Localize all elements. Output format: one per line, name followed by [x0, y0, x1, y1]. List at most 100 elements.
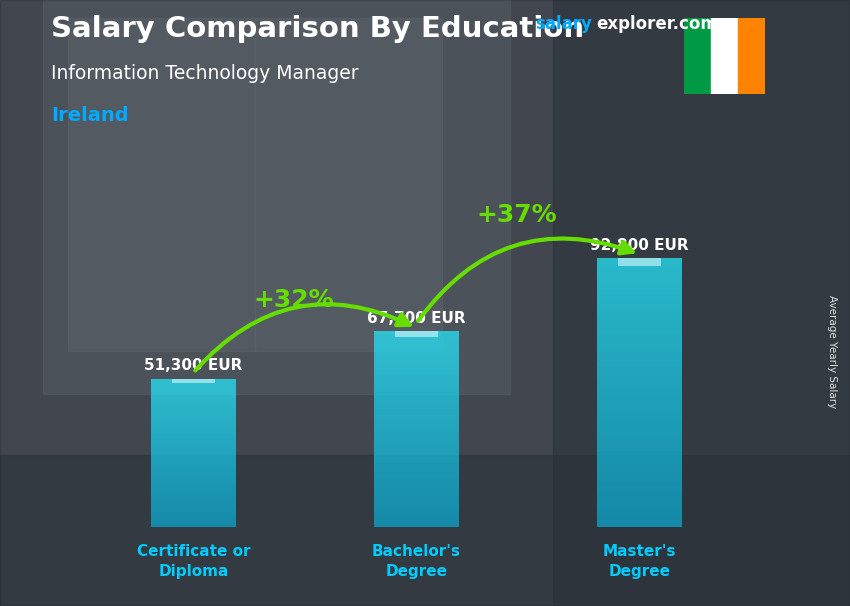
Bar [374, 384, 459, 387]
Bar [374, 400, 459, 403]
Bar [598, 469, 682, 473]
Bar [151, 384, 235, 386]
Bar [151, 423, 235, 425]
Bar [151, 505, 235, 507]
Bar [374, 445, 459, 448]
Bar [598, 491, 682, 496]
Bar [598, 402, 682, 406]
Bar [598, 473, 682, 478]
Bar [151, 495, 235, 498]
Bar [151, 470, 235, 473]
Bar [598, 487, 682, 491]
Bar [598, 276, 682, 281]
Text: +37%: +37% [477, 203, 558, 227]
Bar [598, 464, 682, 469]
Text: salary: salary [536, 15, 592, 33]
Bar [151, 498, 235, 500]
Bar [374, 429, 459, 433]
Text: explorer.com: explorer.com [597, 15, 718, 33]
Bar [374, 335, 459, 338]
Bar [598, 290, 682, 294]
Bar [598, 370, 682, 375]
Bar [151, 421, 235, 423]
Bar [598, 505, 682, 509]
Bar [151, 388, 235, 391]
Bar [151, 441, 235, 443]
Bar [151, 450, 235, 453]
Bar [374, 481, 459, 485]
Text: 92,800 EUR: 92,800 EUR [590, 238, 689, 253]
Bar [151, 465, 235, 468]
Bar [374, 422, 459, 426]
Bar [151, 416, 235, 418]
Bar [151, 502, 235, 505]
Bar [598, 285, 682, 290]
Text: Information Technology Manager: Information Technology Manager [51, 64, 359, 82]
Bar [374, 511, 459, 514]
Bar [374, 396, 459, 400]
Bar [151, 413, 235, 416]
Bar [151, 443, 235, 445]
Bar [151, 518, 235, 520]
Bar [374, 380, 459, 384]
Bar [151, 438, 235, 441]
Bar [598, 478, 682, 482]
Bar [619, 258, 660, 266]
Bar [374, 455, 459, 459]
Bar [151, 455, 235, 458]
Bar [598, 267, 682, 271]
Bar [374, 351, 459, 354]
Bar [374, 465, 459, 468]
Bar [598, 308, 682, 312]
Text: Salary Comparison By Education: Salary Comparison By Education [51, 15, 584, 43]
Bar [151, 398, 235, 401]
Bar [598, 299, 682, 303]
Bar [374, 521, 459, 524]
Bar [374, 448, 459, 452]
Bar [151, 401, 235, 404]
Bar [374, 436, 459, 439]
Bar [151, 475, 235, 478]
Bar [374, 504, 459, 508]
Bar [151, 386, 235, 388]
Bar [151, 510, 235, 512]
Bar [598, 379, 682, 384]
Bar [151, 525, 235, 527]
Bar [598, 460, 682, 464]
Bar [598, 271, 682, 276]
Bar [151, 396, 235, 398]
Bar [374, 347, 459, 351]
Bar [598, 263, 682, 267]
Bar [374, 501, 459, 504]
Bar [151, 482, 235, 485]
Text: 67,700 EUR: 67,700 EUR [367, 311, 466, 326]
Bar [598, 375, 682, 379]
Bar [374, 452, 459, 455]
Bar [151, 448, 235, 450]
Bar [151, 520, 235, 522]
Bar [598, 339, 682, 344]
Bar [151, 411, 235, 413]
Bar [151, 381, 235, 384]
Bar [374, 393, 459, 396]
Bar [374, 406, 459, 410]
Bar [738, 18, 765, 94]
Bar [255, 18, 442, 351]
Bar [598, 353, 682, 357]
Bar [598, 393, 682, 397]
Bar [151, 428, 235, 431]
Bar [151, 433, 235, 436]
Bar [684, 18, 711, 94]
Bar [374, 462, 459, 465]
Bar [374, 377, 459, 380]
Bar [151, 404, 235, 406]
Bar [42, 0, 510, 394]
Bar [374, 508, 459, 511]
Bar [598, 361, 682, 366]
Bar [598, 325, 682, 330]
Bar [552, 0, 850, 606]
Text: +32%: +32% [253, 288, 334, 311]
Bar [173, 379, 214, 383]
Bar [374, 433, 459, 436]
Bar [151, 393, 235, 396]
